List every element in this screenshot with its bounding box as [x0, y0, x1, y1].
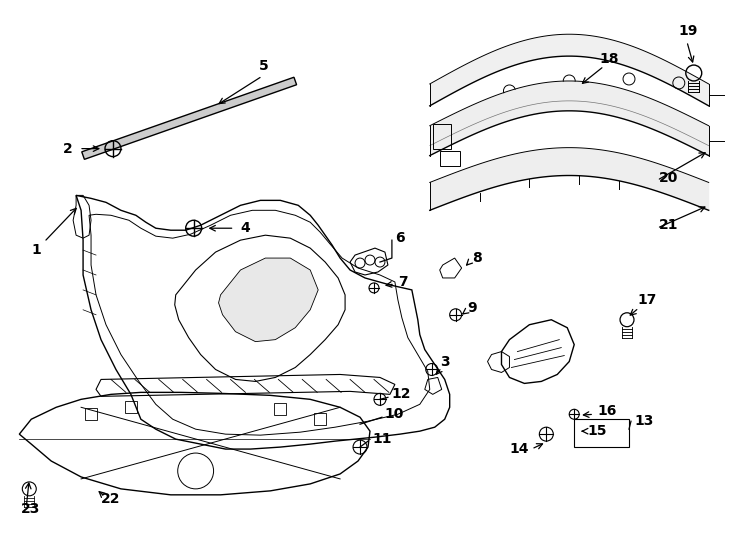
Bar [574, 419, 629, 447]
Text: 8: 8 [473, 251, 482, 265]
Text: 7: 7 [398, 275, 407, 289]
Bar [314, 413, 326, 425]
Text: 6: 6 [395, 231, 404, 245]
Polygon shape [81, 77, 297, 159]
Bar [125, 401, 137, 413]
Bar [440, 151, 459, 166]
Text: 3: 3 [440, 355, 449, 368]
Text: 1: 1 [32, 208, 76, 257]
Text: 2: 2 [63, 141, 73, 156]
Text: 4: 4 [241, 221, 250, 235]
Text: 20: 20 [659, 172, 678, 185]
Text: 21: 21 [659, 218, 678, 232]
Bar [85, 408, 97, 420]
Text: 23: 23 [21, 502, 40, 516]
Text: 15: 15 [587, 424, 607, 438]
Text: 5: 5 [258, 59, 268, 73]
Text: 12: 12 [392, 387, 411, 401]
Polygon shape [219, 258, 318, 342]
Text: 9: 9 [468, 301, 477, 315]
Text: 13: 13 [634, 414, 653, 428]
Text: 18: 18 [599, 52, 619, 66]
Text: 10: 10 [385, 407, 404, 421]
Text: 14: 14 [510, 442, 529, 456]
Text: 17: 17 [637, 293, 656, 307]
Bar [275, 403, 286, 415]
Text: 22: 22 [101, 492, 120, 506]
Text: 16: 16 [597, 404, 617, 418]
Text: 19: 19 [679, 24, 698, 38]
Bar [433, 124, 451, 149]
Text: 11: 11 [372, 432, 391, 446]
